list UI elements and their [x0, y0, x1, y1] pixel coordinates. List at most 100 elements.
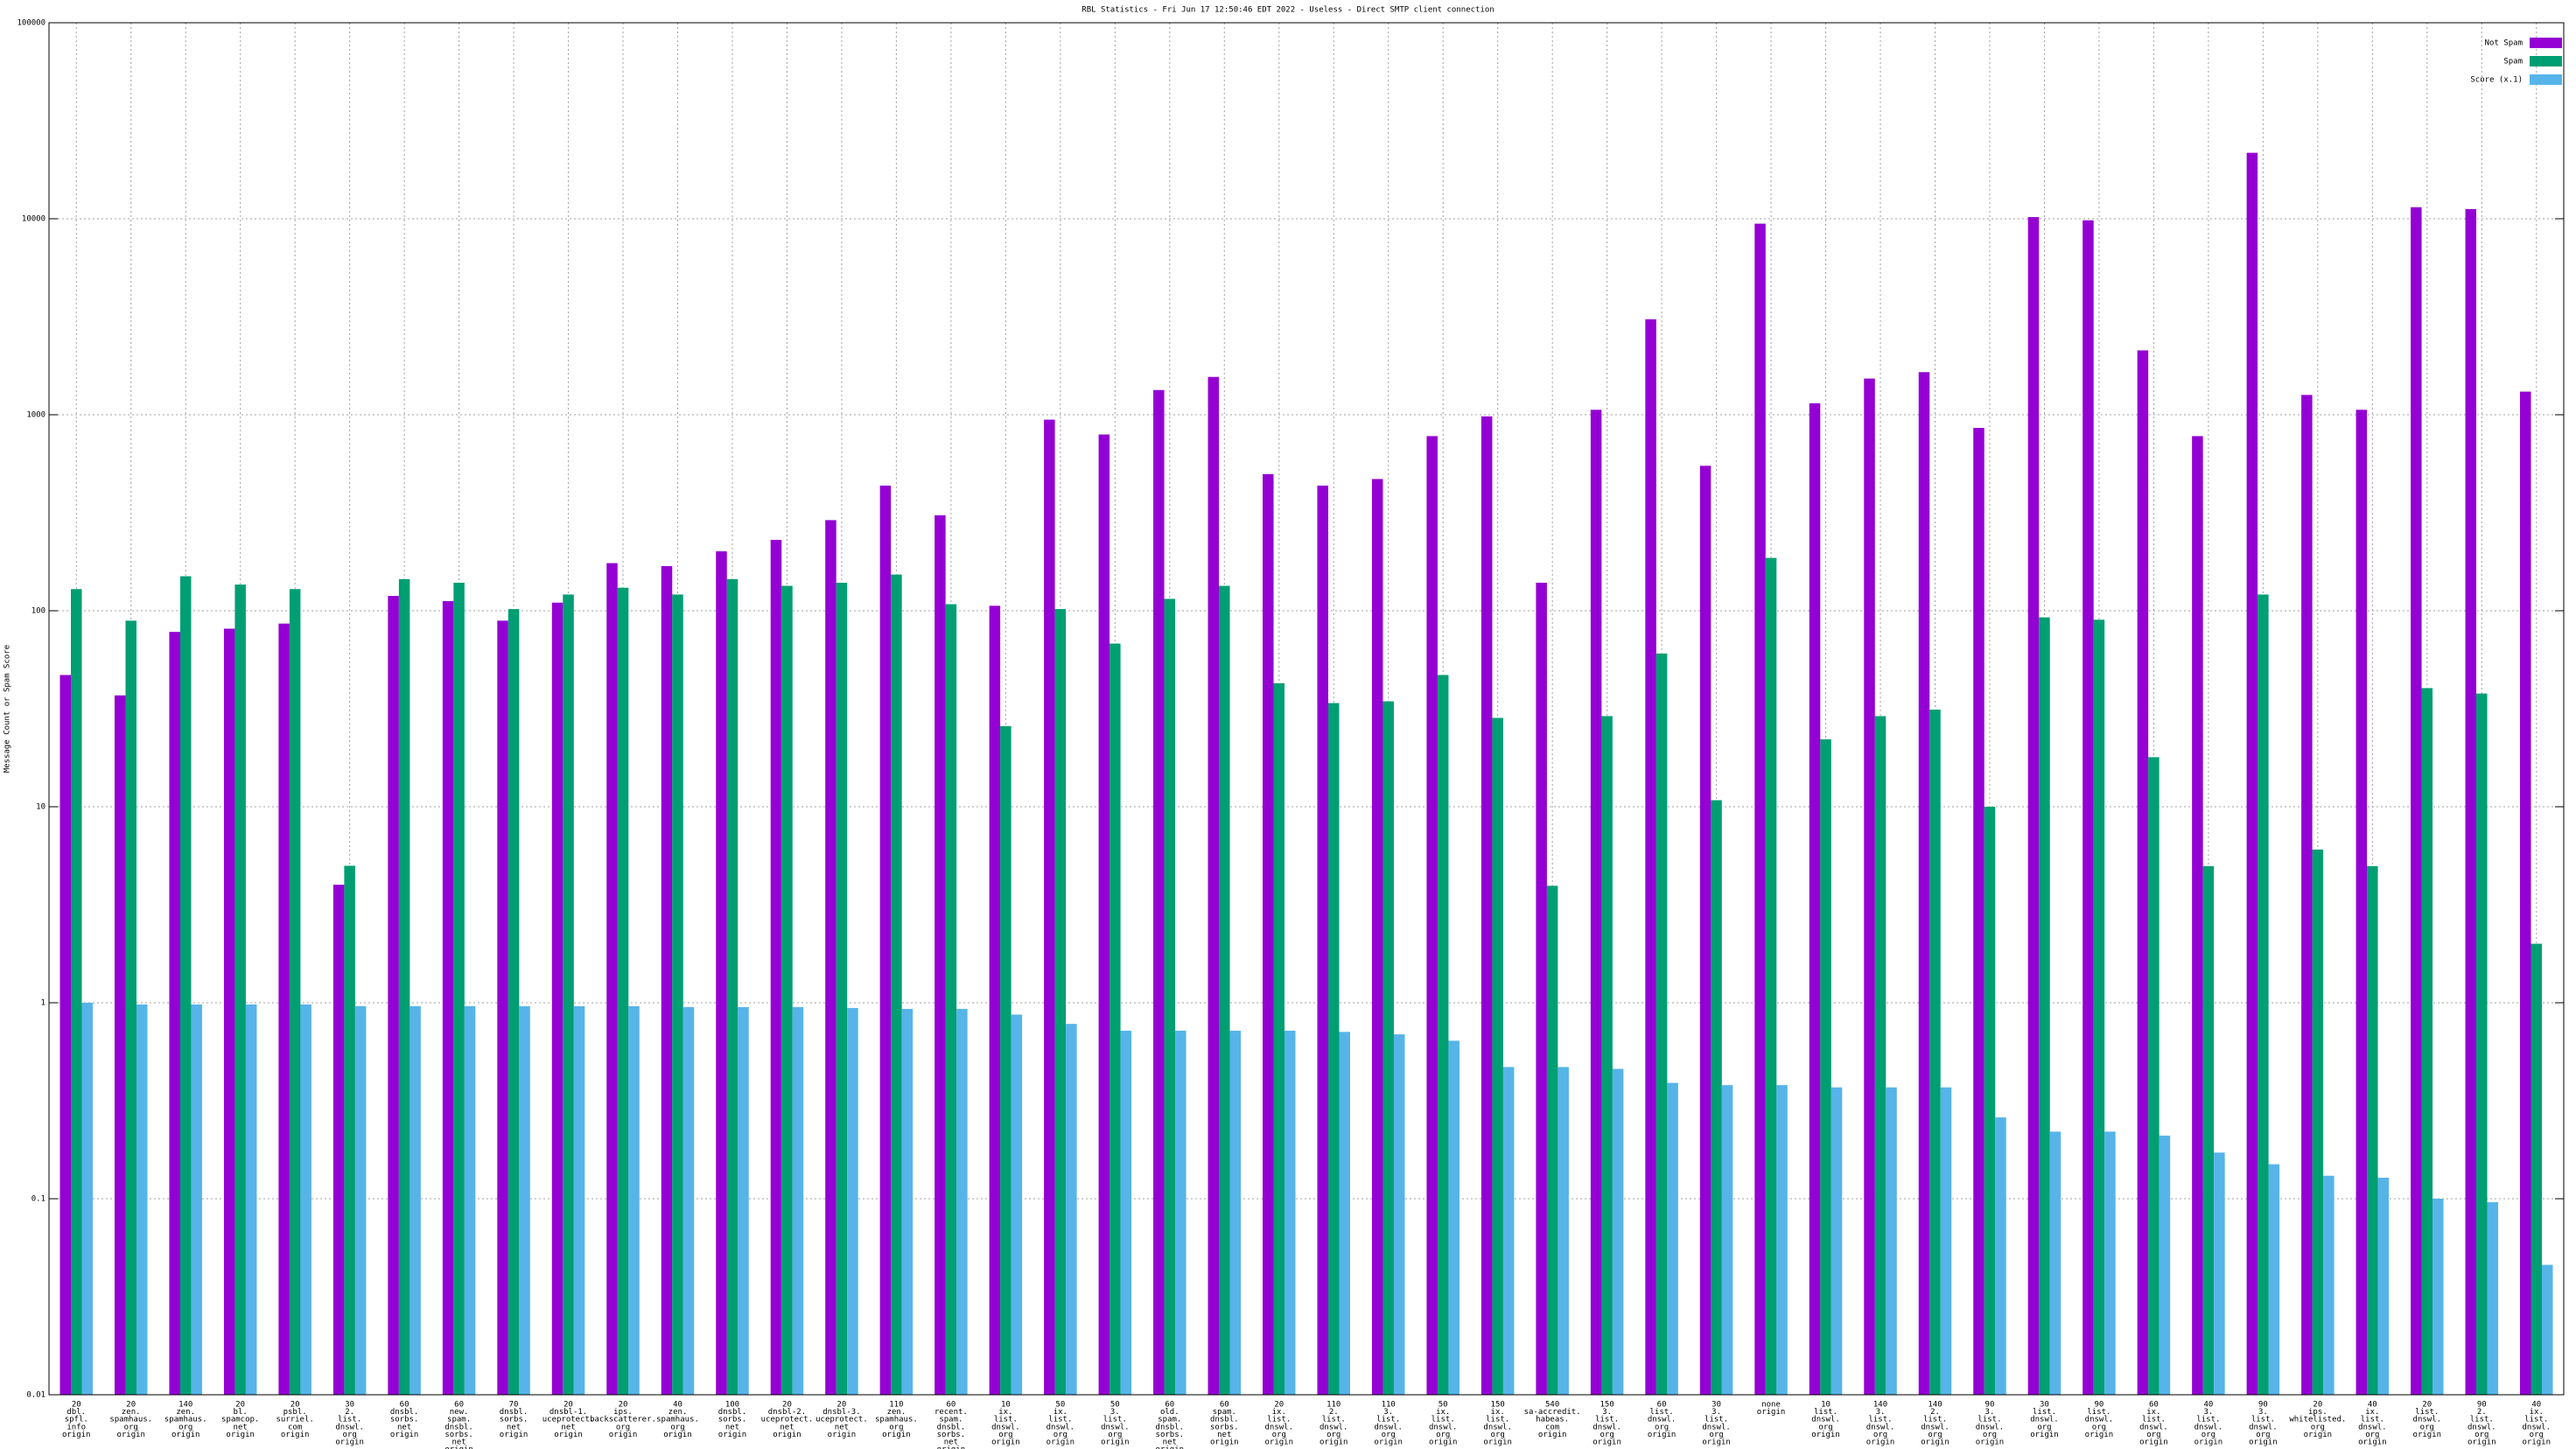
x-tick-label: dnswl.	[2249, 1423, 2278, 1432]
x-tick-label: org	[124, 1423, 138, 1432]
x-tick-label: org	[1272, 1431, 1286, 1439]
x-tick-label: zen.	[122, 1408, 141, 1417]
bar	[2487, 1201, 2499, 1395]
x-tick-label: org	[1436, 1431, 1450, 1439]
bar	[945, 604, 957, 1395]
x-tick-label: org	[1600, 1431, 1614, 1439]
y-tick-label: 0.1	[32, 1195, 46, 1204]
x-tick-label: 140	[178, 1401, 192, 1410]
x-tick-label: origin	[1538, 1431, 1567, 1439]
x-tick-label: dnswl.	[2085, 1416, 2114, 1424]
bar	[2258, 594, 2269, 1395]
x-tick-label: list.	[2415, 1408, 2439, 1417]
x-tick-label: 20	[72, 1401, 81, 1410]
x-tick-label: whitelisted.	[2289, 1416, 2346, 1424]
x-tick-label: origin	[554, 1431, 583, 1439]
bar	[573, 1005, 585, 1395]
x-tick-label: ix.	[1272, 1408, 1286, 1417]
x-tick-label: list.	[1923, 1416, 1947, 1424]
y-tick-label: 100	[32, 607, 46, 616]
bar	[1371, 479, 1383, 1395]
x-tick-label: list.	[994, 1416, 1018, 1424]
x-tick-label: origin	[226, 1431, 255, 1439]
x-tick-label: org	[178, 1423, 192, 1432]
x-tick-label: 30	[1712, 1401, 1721, 1410]
x-tick-label: org	[2092, 1423, 2106, 1432]
x-tick-label: 540	[1545, 1401, 1559, 1410]
x-tick-label: spam.	[939, 1416, 962, 1424]
y-tick-label: 1	[41, 999, 46, 1008]
x-tick-label: list.	[2524, 1416, 2548, 1424]
x-tick-label: origin	[1374, 1438, 1403, 1447]
x-tick-label: dnswl.	[1374, 1423, 1403, 1432]
bar	[1830, 1087, 1843, 1395]
x-tick-label: org	[616, 1423, 630, 1432]
bar	[1601, 716, 1613, 1395]
x-tick-label: org	[1326, 1431, 1340, 1439]
bar	[792, 1006, 804, 1395]
bar	[956, 1009, 968, 1395]
x-tick-label: 90	[2477, 1401, 2487, 1410]
bar	[716, 551, 727, 1395]
x-tick-label: 20	[235, 1401, 245, 1410]
x-tick-label: backscatterer.	[590, 1416, 656, 1424]
x-tick-label: origin	[116, 1431, 145, 1439]
x-tick-label: info	[66, 1423, 86, 1432]
x-tick-label: list.	[2142, 1416, 2166, 1424]
x-tick-label: 50	[1110, 1401, 1120, 1410]
bar	[289, 589, 301, 1395]
bar	[70, 589, 82, 1395]
legend-label: Score (x.1)	[2470, 76, 2523, 85]
bar	[606, 563, 618, 1395]
x-tick-label: list.	[1267, 1416, 1291, 1424]
x-tick-label: list.	[2251, 1416, 2275, 1424]
x-tick-label: dnswl.	[1702, 1423, 1731, 1432]
x-tick-label: 40	[2203, 1401, 2213, 1410]
x-tick-label: surriel.	[276, 1416, 313, 1424]
bar	[1229, 1030, 1242, 1395]
bar	[1874, 716, 1886, 1395]
bar	[661, 565, 673, 1395]
bar	[1382, 701, 1394, 1395]
x-tick-label: origin	[2249, 1438, 2278, 1447]
x-tick-label: org	[342, 1431, 356, 1439]
x-tick-label: org	[2037, 1423, 2051, 1432]
x-tick-label: origin	[1483, 1438, 1512, 1447]
bar	[1448, 1040, 1460, 1395]
bar	[1426, 436, 1438, 1396]
bar	[1765, 557, 1777, 1395]
x-tick-label: dnswl.	[335, 1423, 364, 1432]
bar	[2542, 1264, 2553, 1395]
bar	[2214, 1152, 2225, 1395]
bar	[1317, 485, 1328, 1395]
x-tick-label: list.	[2361, 1416, 2384, 1424]
x-tick-label: origin	[444, 1446, 473, 1449]
x-tick-label: net	[725, 1423, 739, 1432]
bar	[1066, 1024, 1077, 1395]
x-tick-label: uceprotect.	[761, 1416, 814, 1424]
x-tick-label: org	[1983, 1431, 1997, 1439]
legend-swatch	[2530, 56, 2562, 66]
x-tick-label: list.	[1103, 1416, 1127, 1424]
bar	[388, 596, 399, 1395]
bar	[2377, 1177, 2390, 1395]
x-tick-label: ix.	[1054, 1408, 1068, 1417]
bar	[1973, 428, 1984, 1395]
x-tick-label: origin	[390, 1431, 419, 1439]
x-tick-label: 3.	[1712, 1408, 1721, 1417]
bar	[179, 576, 192, 1395]
bar	[847, 1008, 858, 1395]
x-tick-label: dnsbl.	[500, 1408, 528, 1417]
x-tick-label: dnsbl-2.	[768, 1408, 806, 1417]
legend-swatch	[2530, 74, 2562, 85]
x-tick-label: org	[1928, 1431, 1942, 1439]
x-tick-label: origin	[937, 1446, 966, 1449]
bar	[169, 632, 180, 1395]
x-tick-label: 140	[1873, 1401, 1887, 1410]
bar	[672, 594, 683, 1395]
bar	[1864, 378, 1875, 1395]
x-tick-label: origin	[500, 1431, 528, 1439]
bar	[1995, 1117, 2006, 1395]
x-tick-label: net	[397, 1423, 411, 1432]
